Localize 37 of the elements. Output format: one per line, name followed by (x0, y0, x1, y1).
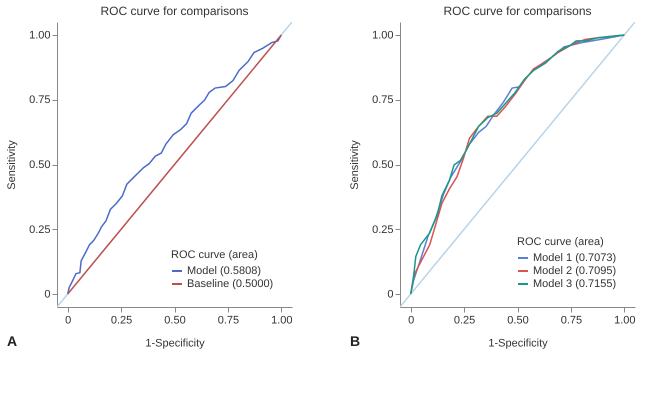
y-tick-label: 0.75 (372, 94, 394, 106)
y-tick-label: 0 (44, 288, 50, 301)
x-tick-label: 1.00 (271, 314, 293, 326)
x-tick-label: 0.75 (560, 314, 582, 326)
legend-label: Model (0.5808) (187, 265, 261, 277)
legend-title: ROC curve (area) (517, 236, 604, 248)
y-tick-label: 1.00 (29, 29, 50, 42)
y-tick-label: 0.75 (29, 94, 50, 106)
x-tick-label: 0.25 (110, 314, 132, 326)
y-tick-label: 0 (387, 288, 394, 301)
y-tick-label: 1.00 (372, 29, 394, 42)
text: A (7, 333, 18, 349)
x-tick-label: 1.00 (614, 314, 636, 326)
y-tick-label: 0.50 (372, 159, 394, 171)
x-tick-label: 0.75 (218, 314, 240, 326)
x-axis-title: 1-Specificity (488, 338, 548, 350)
x-axis-title: 1-Specificity (145, 338, 206, 350)
legend-label: Model 2 (0.7095) (533, 265, 616, 277)
y-tick-label: 0.25 (372, 224, 394, 236)
text: B (350, 333, 360, 349)
legend-label: Model 1 (0.7073) (533, 252, 616, 264)
y-axis-title: Sensitivity (349, 140, 362, 190)
legend-label: Baseline (0.5000) (187, 278, 274, 290)
chart-title: ROC curve for comparisons (100, 4, 249, 18)
x-tick-label: 0 (408, 314, 414, 326)
line-series (66, 34, 282, 295)
y-tick-label: 0.50 (29, 159, 50, 171)
x-tick-label: 0.50 (164, 314, 186, 326)
x-tick-label: 0.50 (507, 314, 529, 326)
chart-title: ROC curve for comparisons (443, 4, 592, 18)
y-axis-title: Sensitivity (6, 140, 18, 190)
x-tick-label: 0.25 (454, 314, 476, 326)
x-tick-label: 0 (65, 314, 72, 326)
legend-label: Model 3 (0.7155) (533, 278, 616, 290)
y-tick-label: 0.25 (29, 224, 50, 236)
legend-title: ROC curve (area) (171, 249, 258, 261)
line-series (410, 34, 626, 295)
